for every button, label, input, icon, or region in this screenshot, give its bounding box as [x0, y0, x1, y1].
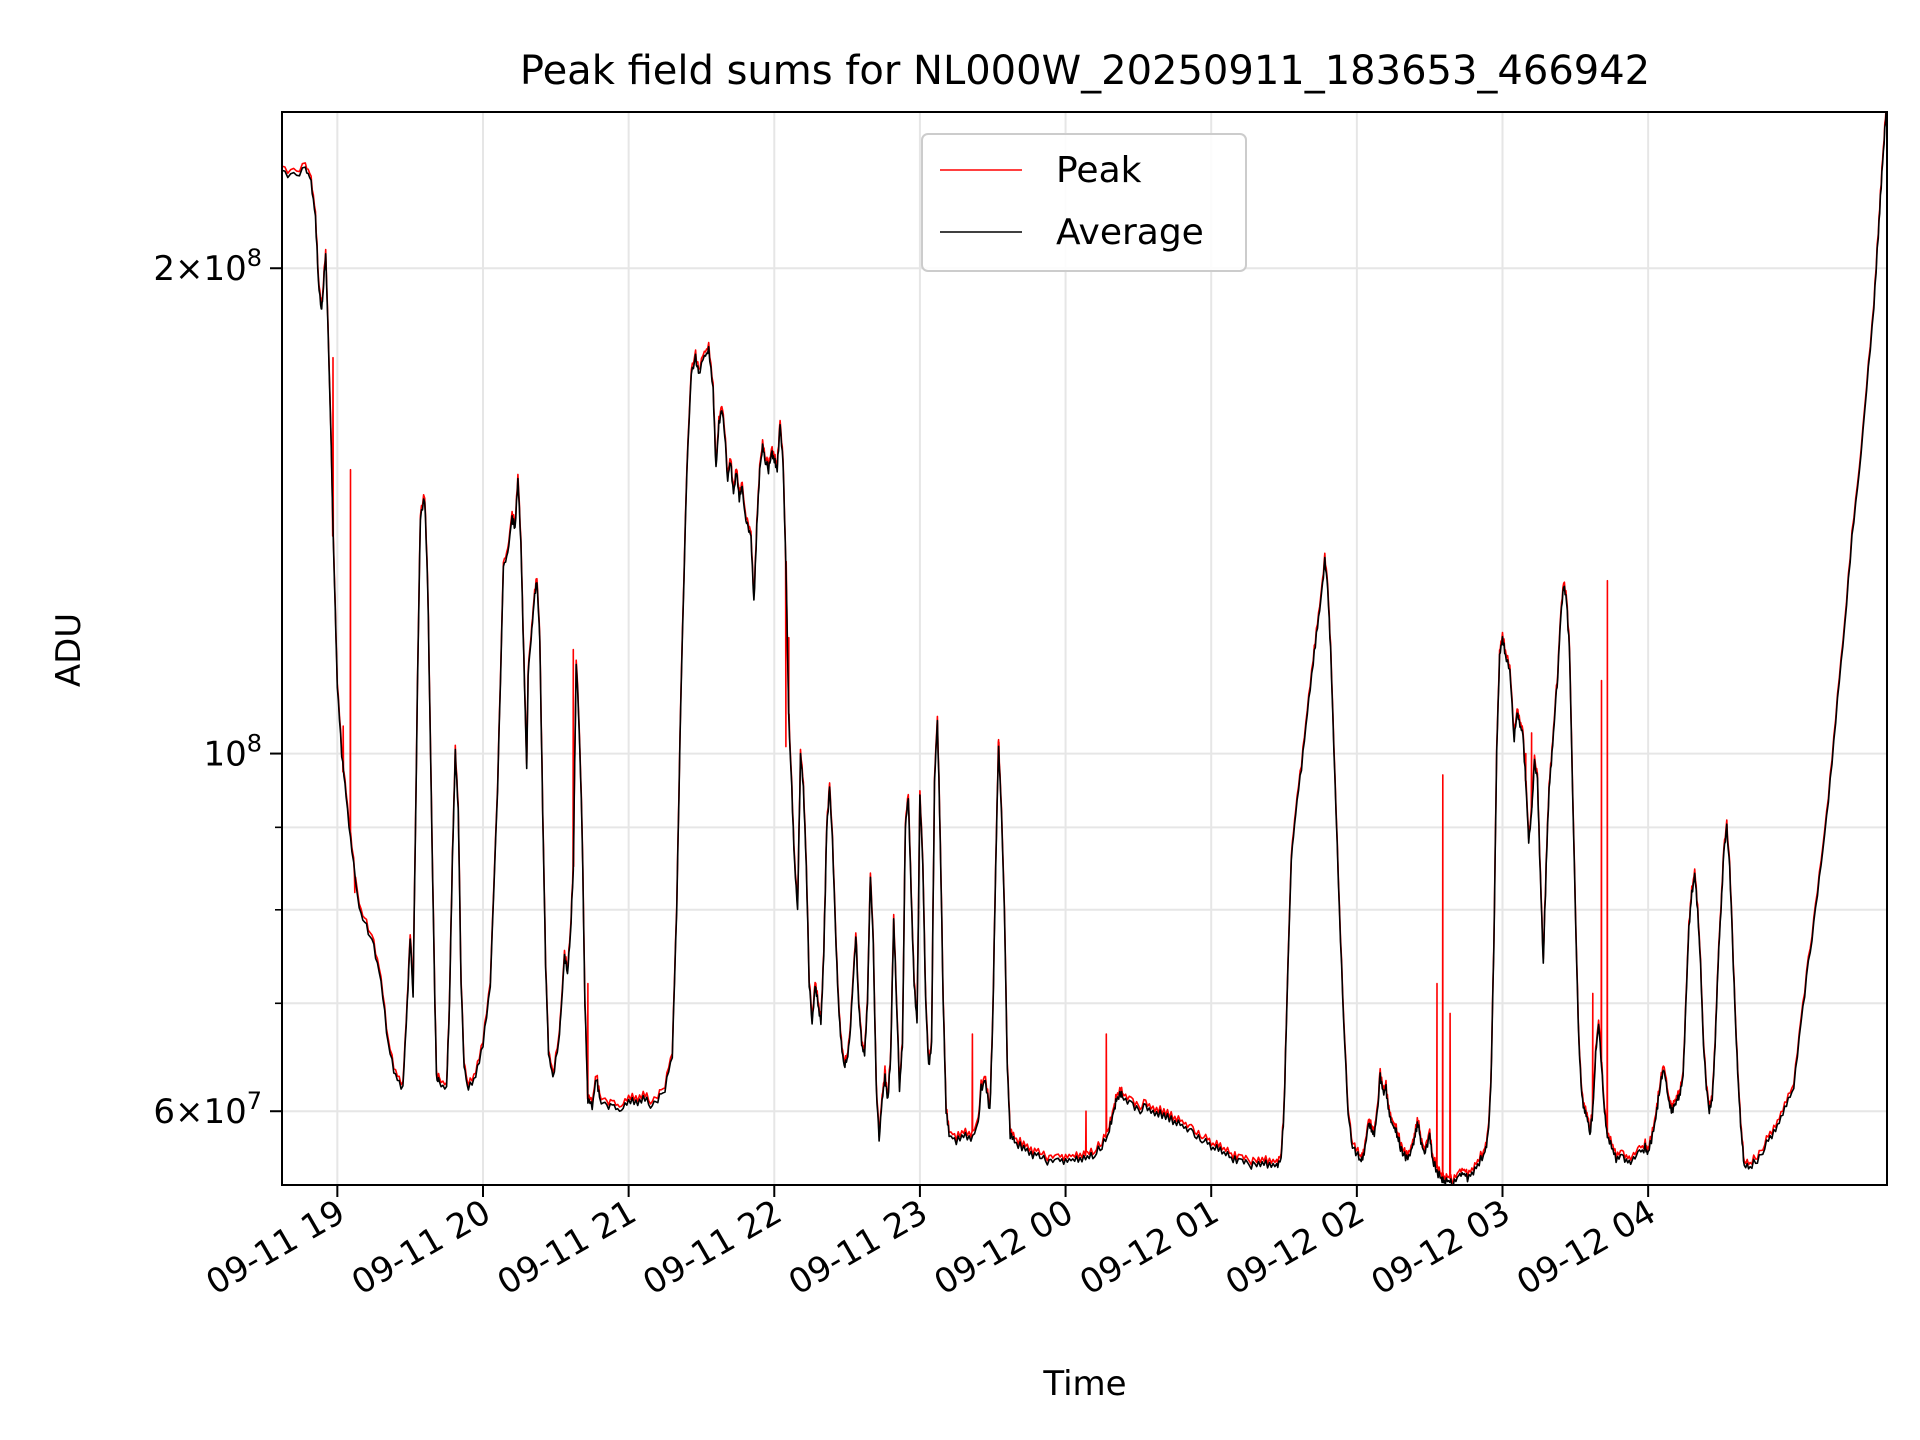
- legend-label-peak: Peak: [1056, 150, 1142, 191]
- legend-label-average: Average: [1056, 212, 1204, 253]
- series-lines: [282, 112, 1887, 1185]
- y-tick-label: 6×107: [153, 1087, 262, 1132]
- chart-title: Peak field sums for NL000W_20250911_1836…: [520, 48, 1650, 94]
- y-tick-label: 2×108: [153, 244, 262, 289]
- y-axis-label: ADU: [49, 613, 89, 687]
- y-axis-ticks: 2×108 108 6×107: [153, 244, 282, 1132]
- grid-lines: [282, 112, 1887, 1185]
- y-tick-label: 108: [203, 730, 262, 775]
- legend: Peak Average: [921, 133, 1247, 272]
- legend-box: [921, 133, 1247, 272]
- series-line-average: [282, 112, 1887, 1185]
- axes-frame: [281, 111, 1888, 1186]
- x-axis-label: Time: [1042, 1364, 1126, 1404]
